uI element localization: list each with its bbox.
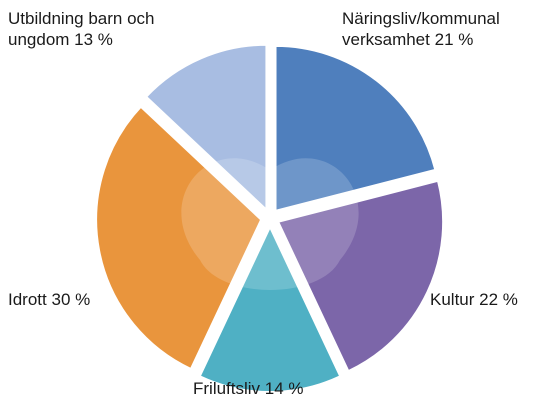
- category-name: Utbildning barn och ungdom: [8, 9, 155, 49]
- slice-label: Idrott 30 %: [8, 289, 128, 310]
- value-label: 13 %: [74, 30, 113, 49]
- value-label: 21 %: [434, 30, 474, 49]
- pie-slice: [198, 224, 342, 393]
- category-name: Friluftsliv: [193, 379, 261, 398]
- value-label: 14 %: [264, 379, 304, 398]
- watermark: [181, 158, 359, 290]
- category-name: Idrott: [8, 290, 47, 309]
- slice-label: Utbildning barn och ungdom 13 %: [8, 8, 178, 50]
- value-label: 30 %: [51, 290, 91, 309]
- category-name: Kultur: [430, 290, 475, 309]
- slice-label: Kultur 22 %: [430, 289, 540, 310]
- category-name: Näringsliv/kommunal verksamhet: [342, 9, 500, 49]
- pie-slice: [95, 105, 263, 371]
- slice-label: Friluftsliv 14 %: [193, 378, 353, 399]
- slice-label: Näringsliv/kommunal verksamhet 21 %: [342, 8, 542, 50]
- pie-slice: [276, 179, 445, 373]
- pie-slice: [274, 44, 437, 213]
- pie-slice: [144, 43, 268, 213]
- value-label: 22 %: [479, 290, 518, 309]
